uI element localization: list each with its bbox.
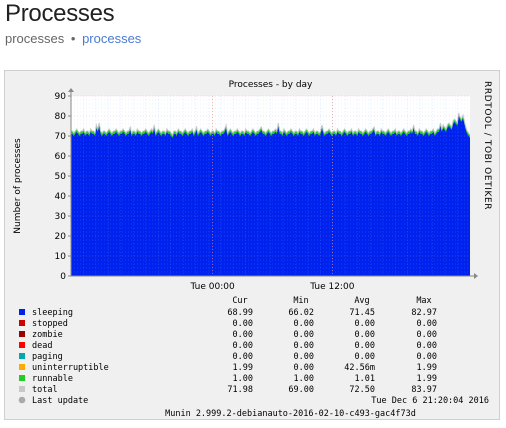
chart-title: Processes - by day (229, 80, 313, 90)
legend-min-sleeping: 66.02 (288, 308, 314, 318)
legend-avg-total: 72.50 (349, 385, 375, 395)
y-tick-label: 70 (55, 132, 67, 142)
legend-cur-dead: 0.00 (233, 341, 253, 351)
legend-cur-total: 71.98 (227, 385, 253, 395)
legend-header-max: Max (416, 296, 431, 306)
legend-swatch-paging (19, 353, 25, 359)
last-update-value: Tue Dec 6 21:20:04 2016 (371, 396, 489, 406)
x-tick-label: Tue 00:00 (190, 282, 235, 292)
page-title: Processes (5, 0, 115, 27)
legend-min-uninterruptible: 0.00 (294, 363, 314, 373)
y-tick-label: 10 (55, 252, 67, 262)
legend-header-avg: Avg (354, 296, 369, 306)
breadcrumb-current-link[interactable]: processes (82, 31, 142, 46)
legend-min-total: 69.00 (288, 385, 314, 395)
legend-swatch-stopped (19, 320, 25, 326)
legend-avg-uninterruptible: 42.56m (344, 363, 375, 373)
legend-swatch-uninterruptible (19, 364, 25, 370)
legend-max-dead: 0.00 (417, 341, 437, 351)
breadcrumb-separator: • (70, 31, 76, 46)
x-tick-label: Tue 12:00 (309, 282, 354, 292)
y-tick-label: 50 (55, 172, 67, 182)
y-tick-label: 0 (60, 272, 66, 282)
legend-max-zombie: 0.00 (417, 330, 437, 340)
last-update-icon (18, 396, 26, 404)
breadcrumb-root: processes (5, 31, 65, 46)
legend-max-total: 83.97 (411, 385, 437, 395)
legend-label-total: total (32, 385, 58, 395)
legend-min-zombie: 0.00 (294, 330, 314, 340)
legend-swatch-runnable (19, 375, 25, 381)
graph-image: Processes - by day RRDTOOL / TOBI OETIKER… (4, 70, 500, 420)
legend-cur-runnable: 1.00 (233, 374, 253, 384)
legend-max-uninterruptible: 1.99 (417, 363, 437, 373)
legend-avg-runnable: 1.01 (355, 374, 375, 384)
y-axis-arrow (68, 88, 74, 92)
legend-avg-stopped: 0.00 (355, 319, 375, 329)
legend-header-min: Min (293, 296, 308, 306)
legend-avg-paging: 0.00 (355, 352, 375, 362)
legend-label-stopped: stopped (32, 319, 68, 329)
y-tick-label: 20 (55, 232, 67, 242)
legend-avg-dead: 0.00 (355, 341, 375, 351)
breadcrumb: processes • processes (5, 31, 141, 46)
last-update-label: Last update (32, 396, 88, 406)
chart-watermark: RRDTOOL / TOBI OETIKER (482, 81, 492, 210)
legend-label-runnable: runnable (32, 374, 73, 384)
legend-cur-uninterruptible: 1.99 (233, 363, 253, 373)
y-tick-label: 90 (55, 92, 67, 102)
processes-chart: Processes - by day RRDTOOL / TOBI OETIKER… (13, 80, 492, 419)
legend-max-sleeping: 82.97 (411, 308, 437, 318)
legend-label-sleeping: sleeping (32, 308, 73, 318)
legend-label-paging: paging (32, 352, 63, 362)
legend-min-paging: 0.00 (294, 352, 314, 362)
legend-swatch-total (19, 386, 25, 392)
legend-swatch-sleeping (19, 309, 25, 315)
legend-min-dead: 0.00 (294, 341, 314, 351)
legend-cur-zombie: 0.00 (233, 330, 253, 340)
legend-max-stopped: 0.00 (417, 319, 437, 329)
legend-cur-paging: 0.00 (233, 352, 253, 362)
legend-avg-zombie: 0.00 (355, 330, 375, 340)
legend-label-zombie: zombie (32, 330, 63, 340)
y-tick-label: 60 (55, 152, 67, 162)
legend-header-cur: Cur (232, 296, 247, 306)
legend-min-runnable: 1.00 (294, 374, 314, 384)
y-tick-label: 30 (55, 212, 67, 222)
legend-swatch-zombie (19, 331, 25, 337)
legend-cur-stopped: 0.00 (233, 319, 253, 329)
legend-max-runnable: 1.99 (417, 374, 437, 384)
munin-version-footer: Munin 2.999.2-debianauto-2016-02-10-c493… (165, 409, 416, 419)
legend-label-uninterruptible: uninterruptible (32, 363, 109, 373)
legend-max-paging: 0.00 (417, 352, 437, 362)
y-axis-label: Number of processes (13, 138, 23, 234)
y-tick-label: 80 (55, 112, 67, 122)
legend-avg-sleeping: 71.45 (349, 308, 375, 318)
legend-min-stopped: 0.00 (294, 319, 314, 329)
legend-cur-sleeping: 68.99 (227, 308, 253, 318)
y-tick-label: 40 (55, 192, 67, 202)
x-axis-arrow (474, 273, 478, 279)
legend-swatch-dead (19, 342, 25, 348)
legend-label-dead: dead (32, 341, 52, 351)
